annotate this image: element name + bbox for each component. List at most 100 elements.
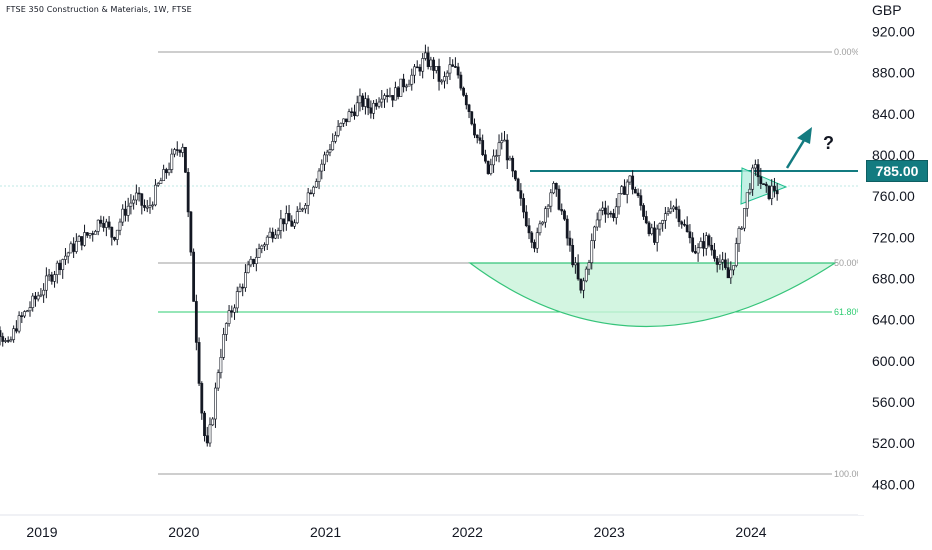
candle-down[interactable] xyxy=(511,157,515,172)
candle-up[interactable] xyxy=(61,259,65,271)
candle-up[interactable] xyxy=(173,149,176,155)
candle-up[interactable] xyxy=(394,87,397,101)
candle-down[interactable] xyxy=(454,66,457,68)
candle-up[interactable] xyxy=(598,210,602,221)
candle-up[interactable] xyxy=(83,232,86,246)
candle-up[interactable] xyxy=(380,98,384,103)
candle-down[interactable] xyxy=(164,169,168,174)
candle-up[interactable] xyxy=(304,205,307,210)
candle-down[interactable] xyxy=(644,216,648,224)
candle-down[interactable] xyxy=(385,95,389,97)
candle-up[interactable] xyxy=(582,280,585,291)
candle-down[interactable] xyxy=(432,59,435,71)
candle-down[interactable] xyxy=(58,262,62,271)
candle-down[interactable] xyxy=(252,258,256,265)
candle-up[interactable] xyxy=(39,294,43,297)
candle-up[interactable] xyxy=(314,181,318,188)
candle-up[interactable] xyxy=(274,234,277,239)
candle-up[interactable] xyxy=(745,192,749,209)
candle-down[interactable] xyxy=(579,278,583,291)
candle-up[interactable] xyxy=(104,221,108,228)
candle-down[interactable] xyxy=(20,315,24,317)
candle-up[interactable] xyxy=(151,204,155,207)
candle-up[interactable] xyxy=(293,222,296,227)
candle-up[interactable] xyxy=(66,252,70,257)
candle-down[interactable] xyxy=(369,107,373,114)
candle-up[interactable] xyxy=(94,231,97,235)
candle-down[interactable] xyxy=(473,123,476,136)
candle-up[interactable] xyxy=(500,140,504,144)
candle-down[interactable] xyxy=(762,183,765,185)
candle-down[interactable] xyxy=(486,160,490,174)
candle-up[interactable] xyxy=(96,219,100,232)
candle-down[interactable] xyxy=(350,111,354,114)
candle-up[interactable] xyxy=(154,184,157,206)
candle-up[interactable] xyxy=(265,236,269,245)
candle-down[interactable] xyxy=(418,66,422,72)
candle-down[interactable] xyxy=(184,146,187,173)
candle-down[interactable] xyxy=(685,224,689,233)
candle-up[interactable] xyxy=(729,269,733,279)
candle-up[interactable] xyxy=(429,59,433,67)
candle-up[interactable] xyxy=(388,95,392,97)
candle-up[interactable] xyxy=(284,213,288,225)
candle-down[interactable] xyxy=(361,95,365,107)
candle-down[interactable] xyxy=(653,227,656,243)
candle-up[interactable] xyxy=(503,139,506,142)
candle-up[interactable] xyxy=(590,240,594,263)
candle-down[interactable] xyxy=(519,190,523,199)
candle-up[interactable] xyxy=(47,274,51,277)
candle-down[interactable] xyxy=(642,205,645,217)
candle-up[interactable] xyxy=(704,235,708,249)
candle-up[interactable] xyxy=(339,122,343,127)
candle-down[interactable] xyxy=(631,175,635,190)
candle-up[interactable] xyxy=(601,207,605,211)
candle-up[interactable] xyxy=(347,111,351,123)
candle-up[interactable] xyxy=(298,208,302,212)
candle-down[interactable] xyxy=(713,249,716,259)
candle-up[interactable] xyxy=(625,181,629,195)
candle-up[interactable] xyxy=(753,164,757,169)
candle-up[interactable] xyxy=(410,74,414,85)
candle-down[interactable] xyxy=(426,52,430,67)
candle-down[interactable] xyxy=(773,185,776,191)
candle-up[interactable] xyxy=(219,357,223,374)
candle-up[interactable] xyxy=(55,262,59,275)
candle-up[interactable] xyxy=(584,268,588,282)
candle-down[interactable] xyxy=(6,340,10,342)
candle-down[interactable] xyxy=(726,267,730,279)
candle-down[interactable] xyxy=(462,87,465,96)
candle-down[interactable] xyxy=(91,233,95,235)
candle-up[interactable] xyxy=(595,219,599,228)
candle-up[interactable] xyxy=(748,188,752,194)
candle-down[interactable] xyxy=(175,149,179,151)
candle-down[interactable] xyxy=(192,251,196,302)
candle-down[interactable] xyxy=(353,111,356,117)
candle-up[interactable] xyxy=(214,387,217,420)
candle-down[interactable] xyxy=(459,74,463,89)
candle-up[interactable] xyxy=(424,52,427,59)
candle-down[interactable] xyxy=(396,87,400,97)
candle-down[interactable] xyxy=(710,244,714,251)
candle-down[interactable] xyxy=(609,212,613,215)
candle-up[interactable] xyxy=(295,211,299,224)
candle-down[interactable] xyxy=(612,213,615,219)
candle-up[interactable] xyxy=(36,295,40,300)
candle-down[interactable] xyxy=(113,237,116,240)
candle-up[interactable] xyxy=(440,80,444,83)
candle-up[interactable] xyxy=(320,163,324,172)
candle-down[interactable] xyxy=(80,236,84,246)
price-level-badge[interactable]: 785.00 xyxy=(866,160,928,182)
candle-up[interactable] xyxy=(552,183,555,194)
candle-up[interactable] xyxy=(159,180,163,184)
candle-up[interactable] xyxy=(148,205,152,208)
candle-up[interactable] xyxy=(254,257,258,265)
candle-down[interactable] xyxy=(767,185,771,199)
candle-up[interactable] xyxy=(25,310,29,313)
candle-up[interactable] xyxy=(535,232,539,249)
candle-down[interactable] xyxy=(557,188,561,210)
candle-up[interactable] xyxy=(543,208,547,223)
candle-up[interactable] xyxy=(699,241,703,249)
candle-up[interactable] xyxy=(650,227,654,235)
